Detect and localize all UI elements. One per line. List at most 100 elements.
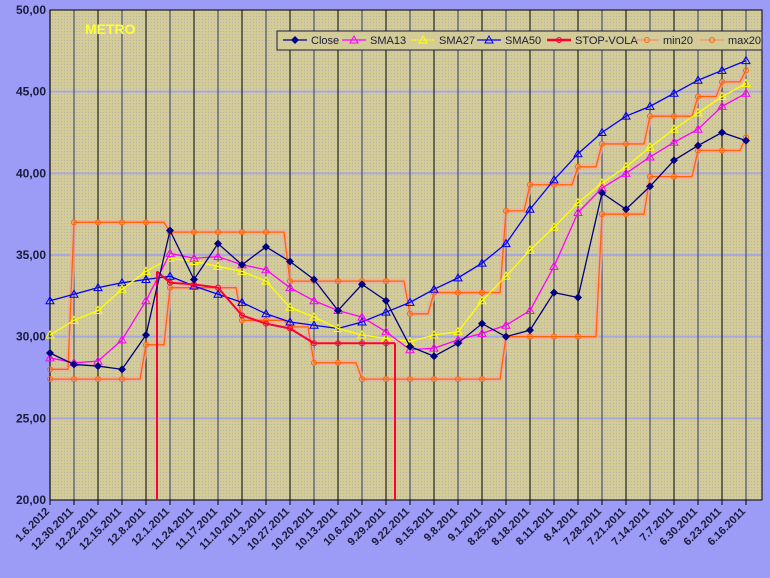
sma50-point (285, 316, 295, 326)
legend-item-max20: max20 (700, 35, 761, 47)
sma27-point (45, 330, 55, 339)
close-point (382, 296, 390, 305)
sma27-point (429, 330, 439, 339)
legend-label: SMA50 (505, 35, 541, 47)
close-point (70, 360, 78, 369)
close-point (550, 288, 558, 297)
close-point (190, 275, 198, 284)
max20-point (455, 289, 461, 296)
legend-label: min20 (663, 35, 693, 47)
legend-item-close: Close (283, 35, 339, 47)
stop-vola-point (167, 279, 173, 286)
max20-point (191, 229, 197, 236)
sma50-point (45, 295, 55, 305)
sma50-point (165, 271, 175, 280)
legend-label: SMA27 (439, 35, 475, 47)
sma13-point (501, 320, 511, 329)
sma50-point (429, 284, 439, 293)
y-tick-label: 30,00 (16, 330, 46, 344)
sma50-point (717, 65, 727, 74)
legend-label: max20 (728, 35, 761, 47)
close-point (406, 342, 414, 351)
max20-point (479, 289, 485, 296)
max20-point (719, 78, 725, 85)
min20-point (455, 376, 461, 383)
sma13-point (669, 137, 679, 146)
min20-point (311, 359, 317, 366)
sma27-point (237, 266, 247, 275)
sma50-point (549, 174, 559, 184)
max20-point (407, 310, 413, 317)
close-point (118, 365, 126, 374)
min20-point (407, 376, 413, 383)
close-point (286, 257, 294, 266)
sma13-point (693, 124, 703, 133)
sma13-point (717, 101, 727, 110)
y-tick-label: 50,00 (16, 3, 46, 17)
legend-item-sma13: SMA13 (342, 34, 406, 47)
sma27-point (69, 315, 79, 324)
close-point (670, 156, 678, 165)
max20-point (143, 219, 149, 226)
sma27-point (333, 323, 343, 332)
legend-item-stop-vola: STOP-VOLA (547, 35, 638, 47)
min20-point (647, 173, 653, 180)
min20-point (599, 211, 605, 218)
sma13-point (429, 343, 439, 352)
sma50-point (381, 307, 391, 316)
sma27-point (645, 142, 655, 151)
sma50-point (621, 111, 631, 120)
x-axis: 1.6.201212.30.201112.22.201112.15.201112… (13, 500, 748, 553)
min20-point (119, 376, 125, 383)
sma13-point (165, 248, 175, 257)
close-point (142, 331, 150, 340)
sma27-point (117, 284, 127, 293)
min20-point (551, 333, 557, 340)
stop-vola-point (263, 320, 269, 327)
sma27-point (93, 305, 103, 315)
max20-point (239, 229, 245, 236)
sma13-point (645, 151, 655, 161)
min20-point (143, 341, 149, 348)
sma27-point (525, 245, 535, 254)
close-point (166, 226, 174, 235)
series-layer (45, 55, 751, 500)
sma27-point (141, 266, 151, 275)
min20-point (95, 376, 101, 383)
max20-point (599, 140, 605, 147)
stop-vola-point (359, 340, 365, 347)
max20-point (647, 113, 653, 120)
series-close (46, 128, 750, 374)
plot-border (49, 9, 763, 501)
max20-point (95, 219, 101, 226)
sma13-point (117, 334, 127, 344)
y-tick-label: 35,00 (16, 248, 46, 262)
legend-label: STOP-VOLA (575, 35, 638, 47)
sma13-point (285, 282, 295, 292)
sma13-point (45, 352, 55, 362)
min20-point (527, 333, 533, 340)
sma50-point (645, 101, 655, 110)
sma13-point (381, 326, 391, 336)
sma50-point (237, 297, 247, 306)
close-point (262, 242, 270, 251)
sma27-point (669, 124, 679, 133)
min20-point (671, 173, 677, 180)
stop-vola-point (287, 325, 293, 332)
sma13-point (141, 295, 151, 305)
sma27-point (501, 271, 511, 280)
close-point (622, 205, 630, 214)
sma13-point (261, 264, 271, 274)
series-stop-vola (156, 270, 396, 500)
sma50-point (261, 308, 271, 318)
sma13-point (213, 251, 223, 261)
sma50-point (501, 238, 511, 248)
sma50-point (741, 55, 751, 65)
legend-box (276, 30, 763, 51)
sma50-point (357, 316, 367, 326)
close-point (334, 306, 342, 315)
stop-vola-point (239, 312, 245, 319)
close-line (49, 131, 747, 371)
sma27-point (717, 91, 727, 101)
close-point (598, 188, 606, 197)
